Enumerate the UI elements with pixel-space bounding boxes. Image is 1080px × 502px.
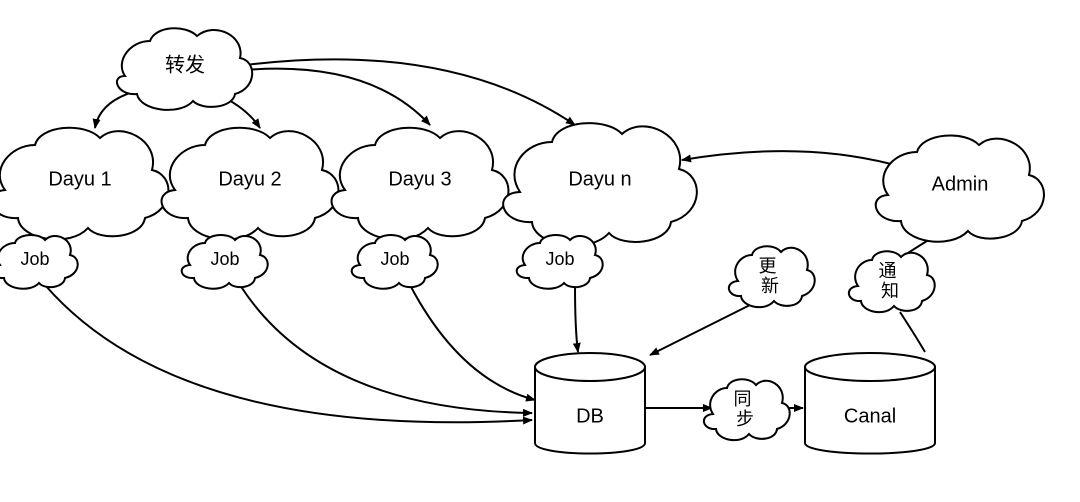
label-job3: Job xyxy=(380,249,409,269)
label-dayu1: Dayu 1 xyxy=(48,168,111,190)
edge-job4-db xyxy=(575,285,578,352)
node-forward: 转发 xyxy=(117,28,252,110)
node-dayu2: Dayu 2 xyxy=(162,128,339,240)
label-admin: Admin xyxy=(932,173,989,195)
node-db: DB xyxy=(535,353,645,454)
label-canal: Canal xyxy=(844,405,896,427)
label-forward: 转发 xyxy=(165,53,205,76)
diagram-canvas: 转发 Dayu 1 Dayu 2 Dayu 3 Dayu n Admin Job xyxy=(0,0,1080,502)
label-notify: 通 知 xyxy=(878,261,901,301)
edge-admin-dayun xyxy=(682,151,895,165)
edge-forward-dayu3 xyxy=(245,69,430,125)
node-dayu1: Dayu 1 xyxy=(0,128,168,240)
label-sync: 同 步 xyxy=(733,389,756,429)
node-dayu3: Dayu 3 xyxy=(332,128,509,240)
node-job3: Job xyxy=(352,235,438,289)
node-admin: Admin xyxy=(876,135,1044,241)
node-canal: Canal xyxy=(805,353,935,454)
node-job1: Job xyxy=(0,235,78,289)
node-job4: Job xyxy=(517,235,603,289)
edge-forward-dayu1 xyxy=(95,90,140,128)
edge-job2-db xyxy=(240,285,532,413)
label-dayun: Dayu n xyxy=(568,168,631,190)
node-job2: Job xyxy=(182,235,268,289)
node-update: 更 新 xyxy=(729,246,815,307)
label-db: DB xyxy=(576,405,604,427)
node-notify: 通 知 xyxy=(849,251,935,312)
edge-job3-db xyxy=(410,285,535,400)
label-job1: Job xyxy=(20,249,49,269)
label-dayu2: Dayu 2 xyxy=(218,168,281,190)
node-dayun: Dayu n xyxy=(503,123,697,245)
label-job2: Job xyxy=(210,249,239,269)
label-job4: Job xyxy=(545,249,574,269)
label-update: 更 新 xyxy=(758,256,781,296)
edge-update-db xyxy=(650,300,760,355)
node-sync: 同 步 xyxy=(704,379,790,440)
nodes: 转发 Dayu 1 Dayu 2 Dayu 3 Dayu n Admin Job xyxy=(0,28,1044,453)
edge-notify-canal xyxy=(900,312,925,352)
label-dayu3: Dayu 3 xyxy=(388,168,451,190)
